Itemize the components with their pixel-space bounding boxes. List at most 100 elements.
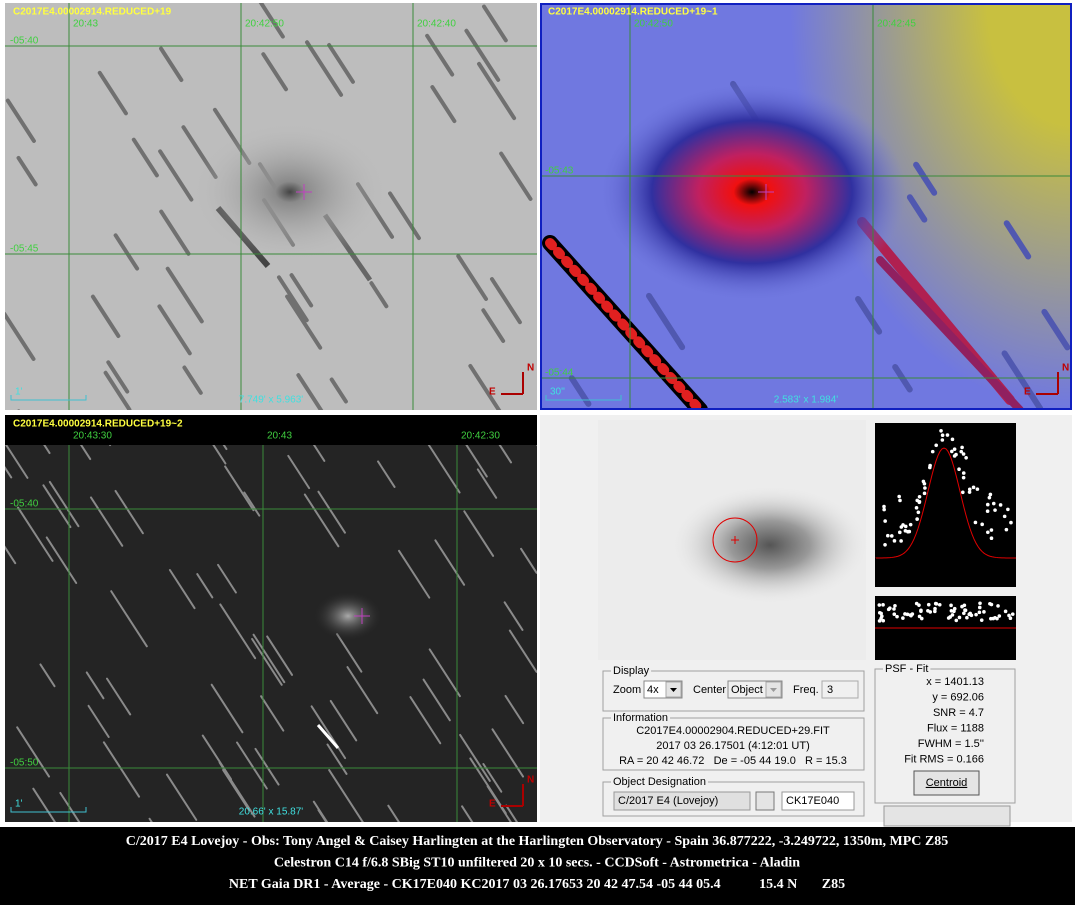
star-trail xyxy=(855,296,883,335)
profile-point xyxy=(1004,527,1009,532)
residual-point xyxy=(965,615,969,620)
center-label: Center xyxy=(693,684,726,696)
scale-bar xyxy=(10,807,87,813)
target-cross xyxy=(354,608,370,624)
star-trail xyxy=(476,468,498,499)
centroid-label: Centroid xyxy=(926,777,968,789)
lower-button[interactable] xyxy=(883,805,1011,827)
star-trail xyxy=(87,704,110,739)
residual-point xyxy=(901,616,905,620)
profile-point xyxy=(940,433,945,438)
star-trail xyxy=(158,149,194,202)
star-trail xyxy=(201,734,233,781)
profile-point xyxy=(916,510,921,515)
star-trail xyxy=(329,377,348,404)
star-trail xyxy=(39,663,56,688)
profile-point xyxy=(986,530,990,535)
profile-point xyxy=(892,539,897,543)
freq-spin[interactable] xyxy=(821,680,859,699)
object-code-field[interactable] xyxy=(781,791,855,811)
star-trail xyxy=(45,536,78,585)
profile-point xyxy=(917,499,922,504)
compass-east: E xyxy=(489,387,496,398)
residual-point xyxy=(895,614,899,619)
scale-bar xyxy=(10,395,87,401)
image-background xyxy=(5,415,537,822)
star-trail xyxy=(464,28,501,82)
group-box xyxy=(602,717,865,771)
profile-point xyxy=(960,445,964,450)
image-panel: C2017E4.00002914.REDUCED+19~120:42:50 20:… xyxy=(540,3,1072,410)
profile-point xyxy=(989,528,994,532)
star-trail xyxy=(5,441,29,479)
dec-label: -05:40 xyxy=(10,499,39,510)
star-trail xyxy=(508,629,537,673)
star-trail xyxy=(217,563,237,594)
star-trail xyxy=(305,40,344,97)
star-trail xyxy=(110,590,148,648)
profile-point xyxy=(991,501,996,506)
zoom-select-value: 4x xyxy=(647,684,659,696)
residual-point xyxy=(989,602,994,607)
profile-point xyxy=(940,438,945,442)
residual-point xyxy=(926,602,931,607)
star-trail xyxy=(261,52,288,92)
profile-point xyxy=(1002,514,1007,519)
star-trail xyxy=(1003,220,1032,260)
star-trail xyxy=(5,545,17,565)
freq-label: Freq. xyxy=(793,684,819,696)
panel-title: C2017E4.00002914.REDUCED+19~2 xyxy=(13,419,183,430)
ra-label: 20:43:30 xyxy=(73,431,112,442)
profile-point xyxy=(908,522,913,527)
star-trail xyxy=(196,573,214,599)
profile-fit xyxy=(875,447,1017,559)
star-trail xyxy=(251,637,283,686)
residual-point xyxy=(914,601,919,606)
star-trail xyxy=(369,281,389,309)
star-trail-halo xyxy=(545,238,705,410)
star-trail xyxy=(276,275,309,323)
star-trail xyxy=(377,460,396,488)
object-name-field xyxy=(613,791,751,811)
ra-label: 20:42:50 xyxy=(245,19,284,30)
residual-point xyxy=(919,616,924,621)
star-trail xyxy=(254,747,280,786)
caption-line: NET Gaia DR1 - Average - CK17E040 KC2017… xyxy=(229,877,845,892)
profile-point xyxy=(993,508,997,512)
star-trail xyxy=(48,480,80,528)
star-trail xyxy=(1001,350,1044,410)
profile-point xyxy=(901,523,905,527)
star-trail xyxy=(236,741,268,790)
dec-label: -05:40 xyxy=(10,36,39,47)
star-trail xyxy=(425,33,455,77)
centroid-button[interactable] xyxy=(913,770,980,796)
residual-point xyxy=(881,618,886,623)
panel-selection-border xyxy=(540,3,1072,410)
star-trail xyxy=(159,209,191,256)
residual-point xyxy=(996,604,1000,608)
star-trail xyxy=(388,191,421,241)
profile-point xyxy=(975,487,980,491)
star-trail xyxy=(316,724,340,749)
browse-button[interactable] xyxy=(755,791,775,811)
residual-point xyxy=(997,614,1002,618)
star-trail xyxy=(430,85,457,124)
star-trail xyxy=(499,151,533,201)
star-trail xyxy=(317,490,346,534)
field-size: 7.749' x 5.963' xyxy=(239,395,304,406)
ra-label: 20:42:50 xyxy=(634,19,673,30)
profile-point xyxy=(971,485,976,490)
compass xyxy=(501,372,524,395)
star-trail xyxy=(505,804,519,822)
profile-point xyxy=(882,504,886,509)
residual-point xyxy=(917,614,922,619)
star-trail xyxy=(422,678,451,722)
star-trail xyxy=(489,277,522,325)
star-trail xyxy=(477,61,517,121)
profile-point xyxy=(1006,507,1010,512)
compass-east: E xyxy=(489,799,496,810)
freq-value: 3 xyxy=(827,684,833,696)
star-trail xyxy=(106,677,132,716)
residual-point xyxy=(960,604,964,609)
